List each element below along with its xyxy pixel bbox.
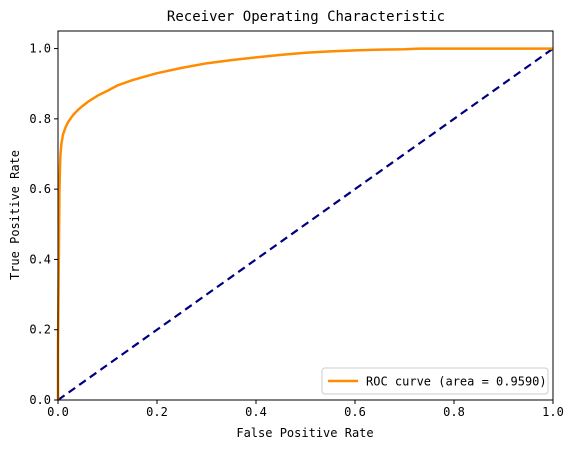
x-tick-label: 0.4 — [245, 405, 267, 419]
plot-frame — [57, 30, 554, 401]
x-tick-label: 0.8 — [443, 405, 465, 419]
x-tick-label: 1.0 — [542, 405, 564, 419]
x-tick-label: 0.2 — [146, 405, 168, 419]
y-tick-label: 0.8 — [29, 112, 51, 126]
chart-title: Receiver Operating Characteristic — [167, 9, 445, 25]
x-tick-label: 0.6 — [344, 405, 366, 419]
legend-label: ROC curve (area = 0.9590) — [366, 375, 547, 389]
y-tick-label: 0.0 — [29, 393, 51, 407]
x-tick-label: 0.0 — [47, 405, 69, 419]
roc-curve-line — [56, 47, 553, 400]
y-axis-label: True Positive Rate — [8, 150, 22, 280]
x-axis: 0.0 0.2 0.4 0.6 0.8 1.0 — [47, 400, 564, 419]
legend-box — [321, 367, 549, 395]
chance-diagonal-line — [57, 47, 554, 401]
y-tick-label: 1.0 — [29, 42, 51, 56]
y-tick-label: 0.2 — [29, 323, 51, 337]
legend: ROC curve (area = 0.9590) — [321, 367, 549, 395]
plot-area — [56, 47, 554, 401]
y-tick-label: 0.6 — [29, 182, 51, 196]
y-tick-label: 0.4 — [29, 252, 51, 266]
x-axis-label: False Positive Rate — [236, 426, 373, 440]
y-axis: 0.0 0.2 0.4 0.6 0.8 1.0 — [29, 42, 58, 407]
